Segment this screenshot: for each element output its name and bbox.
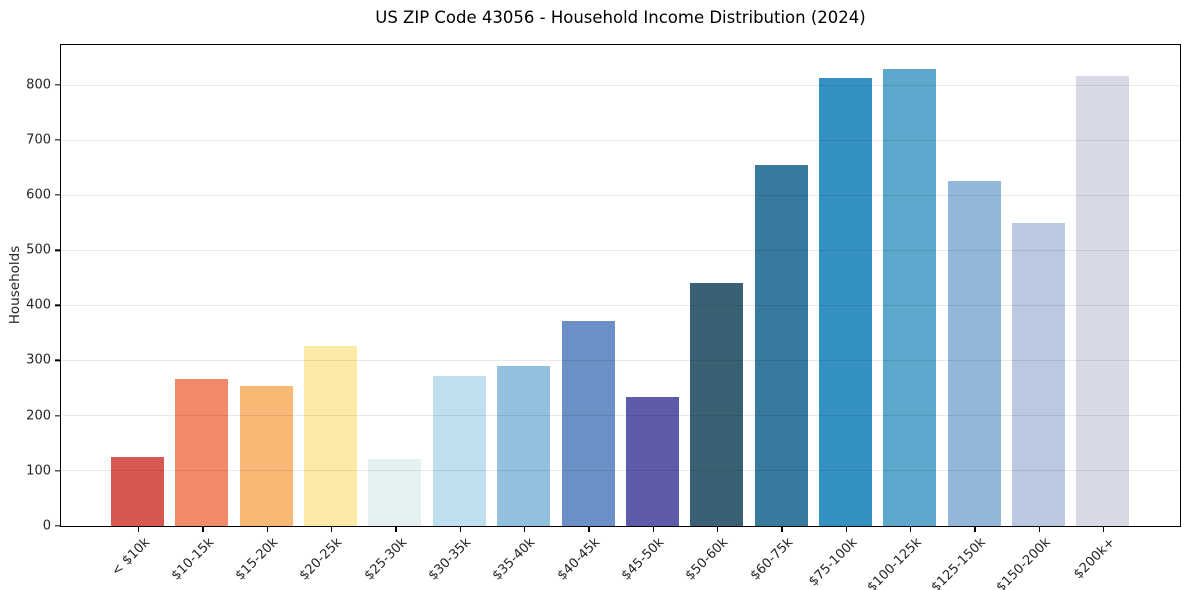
- x-tick-mark-1: [202, 527, 204, 532]
- y-tick-mark-300: [55, 359, 60, 362]
- x-tick-label-2: $15-20k: [232, 535, 282, 584]
- x-tick-label-15: $200k+: [1070, 535, 1118, 583]
- bar-10: [754, 165, 808, 526]
- x-tick-mark-6: [523, 527, 526, 532]
- bar-7: [561, 321, 615, 526]
- x-tick-label-5: $30-35k: [425, 535, 475, 584]
- bar-3: [304, 346, 358, 526]
- y-tick-mark-0: [55, 525, 60, 527]
- y-tick-mark-100: [55, 469, 60, 472]
- bar-15: [1076, 76, 1130, 526]
- x-tick-mark-11: [845, 527, 848, 532]
- x-tick-label-1: $10-15k: [168, 535, 217, 584]
- y-tick-label-500: 500: [26, 242, 51, 258]
- gridline-700: [61, 139, 1180, 141]
- x-tick-mark-10: [781, 527, 783, 532]
- x-tick-label-9: $50-60k: [683, 535, 732, 584]
- x-tick-mark-4: [395, 527, 397, 532]
- x-tick-mark-9: [717, 527, 719, 532]
- x-tick-label-0: < $10k: [108, 535, 153, 580]
- y-tick-mark-400: [55, 304, 60, 306]
- y-tick-label-800: 800: [26, 77, 51, 93]
- y-tick-mark-500: [55, 249, 60, 251]
- x-tick-label-8: $45-50k: [618, 535, 668, 584]
- x-tick-label-3: $20-25k: [297, 535, 346, 584]
- bar-6: [497, 366, 551, 526]
- y-tick-label-400: 400: [26, 297, 51, 313]
- x-tick-mark-14: [1038, 527, 1041, 532]
- x-tick-mark-0: [137, 527, 140, 532]
- gridline-600: [61, 194, 1180, 196]
- y-tick-mark-800: [55, 84, 60, 86]
- x-tick-label-14: $150-200k: [993, 535, 1054, 590]
- y-tick-label-300: 300: [26, 352, 51, 368]
- x-tick-label-12: $100-125k: [864, 535, 925, 590]
- bar-4: [368, 459, 422, 526]
- x-tick-label-10: $60-75k: [747, 535, 796, 584]
- bar-0: [111, 456, 165, 526]
- y-tick-mark-600: [55, 194, 60, 196]
- y-tick-label-200: 200: [26, 408, 51, 424]
- chart-title: US ZIP Code 43056 - Household Income Dis…: [375, 8, 866, 27]
- x-tick-label-13: $125-150k: [928, 535, 990, 590]
- x-tick-mark-15: [1103, 527, 1105, 532]
- y-tick-label-600: 600: [26, 187, 51, 203]
- x-tick-mark-3: [330, 527, 333, 532]
- x-tick-mark-13: [974, 527, 976, 532]
- x-tick-mark-12: [910, 527, 912, 532]
- x-tick-mark-8: [652, 527, 654, 532]
- bar-9: [690, 282, 744, 526]
- y-tick-mark-200: [55, 414, 60, 417]
- bar-11: [818, 77, 872, 526]
- x-tick-mark-5: [459, 527, 461, 532]
- y-tick-label-0: 0: [42, 518, 51, 534]
- bar-13: [947, 181, 1001, 526]
- y-axis-label: Households: [7, 245, 23, 325]
- y-tick-mark-700: [55, 139, 60, 141]
- y-tick-label-700: 700: [26, 132, 51, 148]
- bar-8: [625, 397, 679, 526]
- y-tick-label-100: 100: [26, 463, 51, 479]
- bar-1: [175, 379, 229, 526]
- bar-12: [883, 68, 937, 526]
- x-tick-mark-2: [266, 527, 268, 532]
- x-tick-label-6: $35-40k: [490, 535, 539, 584]
- x-tick-mark-7: [588, 527, 590, 532]
- x-tick-label-11: $75-100k: [805, 535, 861, 590]
- x-tick-label-7: $40-45k: [554, 535, 603, 584]
- x-tick-label-4: $25-30k: [361, 535, 410, 584]
- gridline-800: [61, 84, 1180, 86]
- bar-5: [432, 375, 486, 526]
- bar-2: [239, 385, 293, 526]
- bar-14: [1011, 223, 1065, 526]
- plot-area: [60, 44, 1181, 527]
